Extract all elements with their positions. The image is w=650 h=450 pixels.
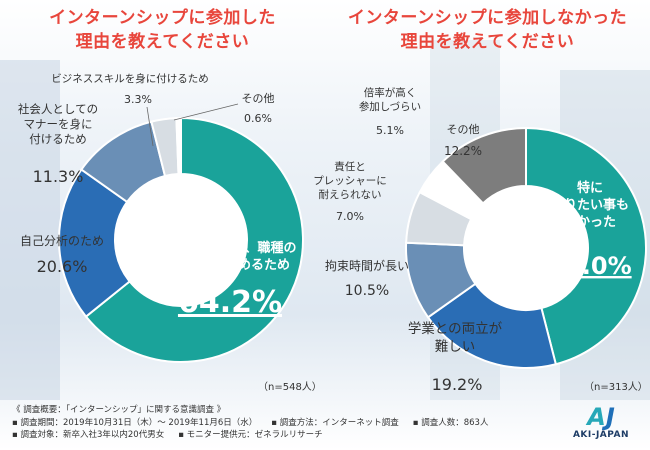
slice-value-label: 46.0% [548,252,631,280]
survey-notes: 《 調査概要：「インターンシップ」に関する意識調査 》 ▪ 調査期間：2019年… [12,404,552,442]
slice-label: 業界や企業、職種の理解を深めるため [178,240,296,273]
notes-method: ▪ 調査方法：インターネット調査 [271,417,399,428]
sample-size-left: （n=548人） [258,382,322,393]
logo-mark: AJ [587,403,615,431]
slice-value-label: 5.1% [376,124,404,137]
slice-label: 特にやりたい事もなかった [551,180,629,230]
slice-label: 責任とプレッシャーに耐えられない [313,160,387,201]
chart-title-right: インターンシップに参加しなかった 理由を教えてください [325,6,650,54]
slice-value-label: 20.6% [37,257,88,276]
slice-value-label: 10.5% [345,283,389,299]
slice-label: 社会人としてのマナーを身に付けるため [18,102,98,146]
chart-title-left-line1: インターンシップに参加した [49,8,276,28]
slice-value-label: 0.6% [244,112,272,125]
chart-title-left: インターンシップに参加した 理由を教えてください [0,6,325,54]
slice-label: ビジネススキルを身に付けるため [51,72,209,85]
leader-line [146,106,154,147]
slice-value-label: 64.2% [178,285,282,320]
slice-label: その他 [242,92,275,105]
logo-name: AKI-JAPAN [572,430,630,440]
donut-chart-participated: 業界や企業、職種の理解を深めるため 64.2% 自己分析のため 20.6% 社会人として… [18,72,304,363]
notes-provider: ▪ モニター提供元：ゼネラルリサーチ [178,430,323,440]
notes-title: 《 調査概要：「インターンシップ」に関する意識調査 》 [12,405,226,415]
chart-title-left-line2: 理由を教えてください [75,32,250,52]
background-building [0,60,60,400]
notes-target: ▪ 調査対象：新卒入社3年以内20代男女 [12,430,165,440]
slice-value-label: 19.2% [432,375,483,394]
donut-chart-not-participated: 特にやりたい事もなかった 46.0% 学業との両立が難しい 19.2% 拘束時間が長い 1… [313,86,647,394]
slice-value-label: 11.3% [33,167,84,186]
slice-label: その他 [447,123,480,136]
aki-japan-logo: AJ AKI-JAPAN [566,404,636,440]
chart-title-right-line2: 理由を教えてください [400,32,575,52]
slice-label: 拘束時間が長い [325,258,409,273]
slice-value-label: 7.0% [336,210,364,223]
sample-size-right: （n=313人） [584,382,648,393]
slice-label: 学業との両立が難しい [408,321,503,355]
donut-hole [115,174,247,306]
notes-count: ▪ 調査人数：863人 [412,417,489,428]
slice-value-label: 3.3% [124,93,152,106]
notes-period: ▪ 調査期間：2019年10月31日（木）～ 2019年11月6日（水） [12,417,258,428]
leader-line [173,103,239,121]
slice-label: 自己分析のため [20,234,104,248]
donut-hole [464,186,588,310]
chart-title-right-line1: インターンシップに参加しなかった [347,8,628,28]
slice-label: 倍率が高く参加しづらい [359,86,421,113]
slice-value-label: 12.2% [444,144,482,158]
